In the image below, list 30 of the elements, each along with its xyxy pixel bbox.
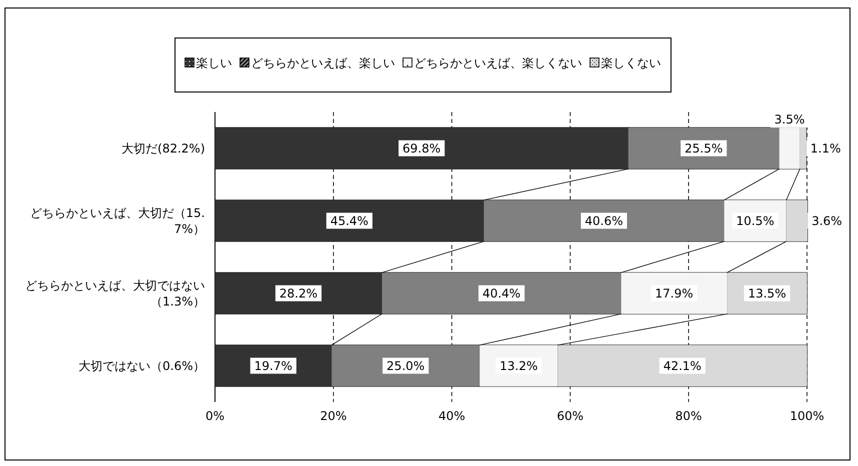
data-label: 13.5% bbox=[748, 286, 786, 300]
x-tick-label: 20% bbox=[320, 409, 347, 423]
data-label: 17.9% bbox=[655, 286, 694, 300]
data-label: 1.1% bbox=[810, 141, 841, 156]
y-tick-label: 大切ではない（0.6%） bbox=[78, 358, 205, 373]
legend-label: どちらかといえば、楽しい bbox=[251, 56, 395, 70]
x-tick-label: 60% bbox=[556, 409, 584, 423]
x-tick-label: 100% bbox=[790, 409, 824, 423]
legend-label: どちらかといえば、楽しくない bbox=[414, 56, 582, 70]
data-label: 3.6% bbox=[812, 214, 842, 228]
y-tick-label: 大切だ(82.2%) bbox=[122, 141, 205, 156]
data-label: 40.6% bbox=[584, 214, 624, 228]
data-label: 69.8% bbox=[402, 141, 441, 156]
data-label: 40.4% bbox=[482, 286, 521, 300]
legend-label: 楽しい bbox=[196, 56, 232, 70]
y-tick-label: どちらかといえば、大切ではない（1.3%） bbox=[25, 278, 205, 308]
y-tick-label: どちらかといえば、大切だ（15.7%） bbox=[30, 206, 205, 236]
data-label: 13.2% bbox=[500, 358, 538, 373]
data-label: 3.5% bbox=[774, 112, 805, 127]
data-label: 19.7% bbox=[254, 358, 292, 373]
data-label: 42.1% bbox=[663, 358, 702, 373]
data-label: 25.5% bbox=[684, 141, 723, 156]
data-label: 45.4% bbox=[330, 214, 368, 228]
x-tick-label: 40% bbox=[438, 409, 466, 423]
data-label: 25.0% bbox=[386, 358, 425, 373]
x-tick-label: 0% bbox=[205, 409, 225, 423]
data-label: 10.5% bbox=[736, 214, 774, 228]
x-tick-label: 80% bbox=[675, 409, 702, 423]
data-label: 28.2% bbox=[279, 286, 318, 300]
legend-label: 楽しくない bbox=[601, 56, 661, 70]
